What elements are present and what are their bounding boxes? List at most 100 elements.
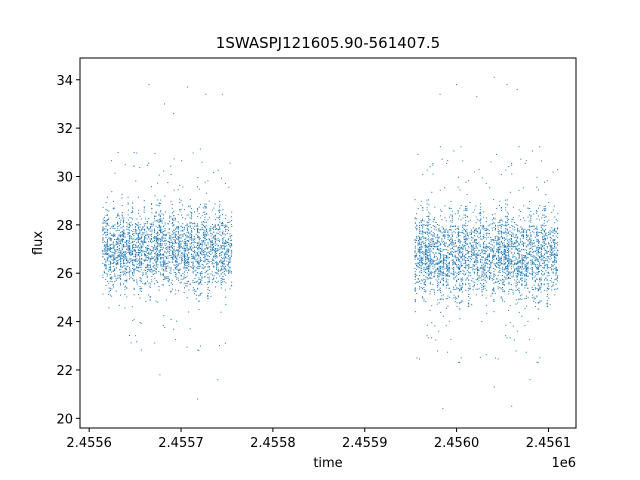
data-point [459,273,461,275]
data-point [166,257,168,259]
data-point [425,257,427,259]
data-point [229,162,231,164]
data-point [217,217,219,219]
data-point [511,276,513,278]
data-point [429,277,431,279]
data-point [222,237,224,239]
data-point [139,250,141,251]
data-point [106,244,108,246]
data-point [108,270,110,272]
data-point [106,240,108,242]
data-point [475,256,477,258]
data-point [503,250,505,252]
data-point [445,325,447,327]
data-point [417,207,419,209]
data-point [490,267,492,269]
data-point [414,199,416,201]
data-point [115,240,117,242]
data-point [448,240,450,242]
data-point [131,272,133,274]
data-point [121,244,123,246]
data-point [503,246,505,248]
data-point [137,228,139,230]
data-point [503,263,505,265]
data-point [155,272,157,274]
data-point [422,251,424,253]
data-point [473,250,475,252]
data-point [197,267,199,269]
data-point [124,250,126,252]
data-point [490,265,492,267]
data-point [509,243,511,245]
data-point [179,248,181,250]
data-point [160,229,162,231]
data-point [132,264,134,266]
data-point [189,217,191,219]
data-point [458,254,459,256]
data-point [136,260,138,262]
data-point [148,241,150,243]
data-point [455,284,457,286]
data-point [466,243,468,245]
data-point [429,250,431,252]
data-point [432,234,434,236]
data-point [146,276,148,278]
data-point [500,297,502,299]
data-point [185,234,187,236]
data-point [145,241,147,243]
data-point [448,320,450,322]
data-point [426,261,428,263]
data-point [462,300,464,302]
data-point [144,237,146,239]
data-point [492,250,493,252]
data-point [189,266,191,268]
data-point [463,246,465,248]
data-point [192,247,194,249]
data-point [458,264,460,266]
data-point [488,268,490,270]
data-point [499,245,501,247]
data-point [165,257,167,259]
data-point [456,279,458,281]
data-point [158,239,160,241]
data-point [170,241,172,243]
data-point [126,269,128,271]
data-point [155,235,157,237]
data-point [164,327,166,328]
data-point [111,254,113,256]
data-point [463,241,465,243]
data-point [145,256,147,258]
data-point [162,274,164,276]
data-point [432,263,434,265]
data-point [224,342,226,344]
data-point [169,249,171,251]
data-point [420,260,422,262]
data-point [120,265,122,267]
data-point [210,261,212,263]
data-point [173,189,175,191]
data-point [167,223,169,225]
data-point [471,233,472,235]
data-point [140,288,142,290]
data-point [188,256,190,258]
data-point [180,281,182,283]
data-point [496,278,498,280]
data-point [185,277,187,279]
data-point [441,275,443,277]
data-point [158,243,160,245]
data-point [414,275,416,277]
data-point [465,214,466,216]
data-point [420,259,422,261]
data-point [465,261,467,263]
data-point [124,164,126,166]
data-point [224,251,226,253]
data-point [170,249,172,251]
data-point [139,248,141,250]
data-point [432,252,434,254]
data-point [170,272,172,274]
data-point [478,227,480,229]
data-point [417,243,419,245]
data-point [457,279,459,281]
data-point [186,224,188,226]
data-point [429,233,431,235]
